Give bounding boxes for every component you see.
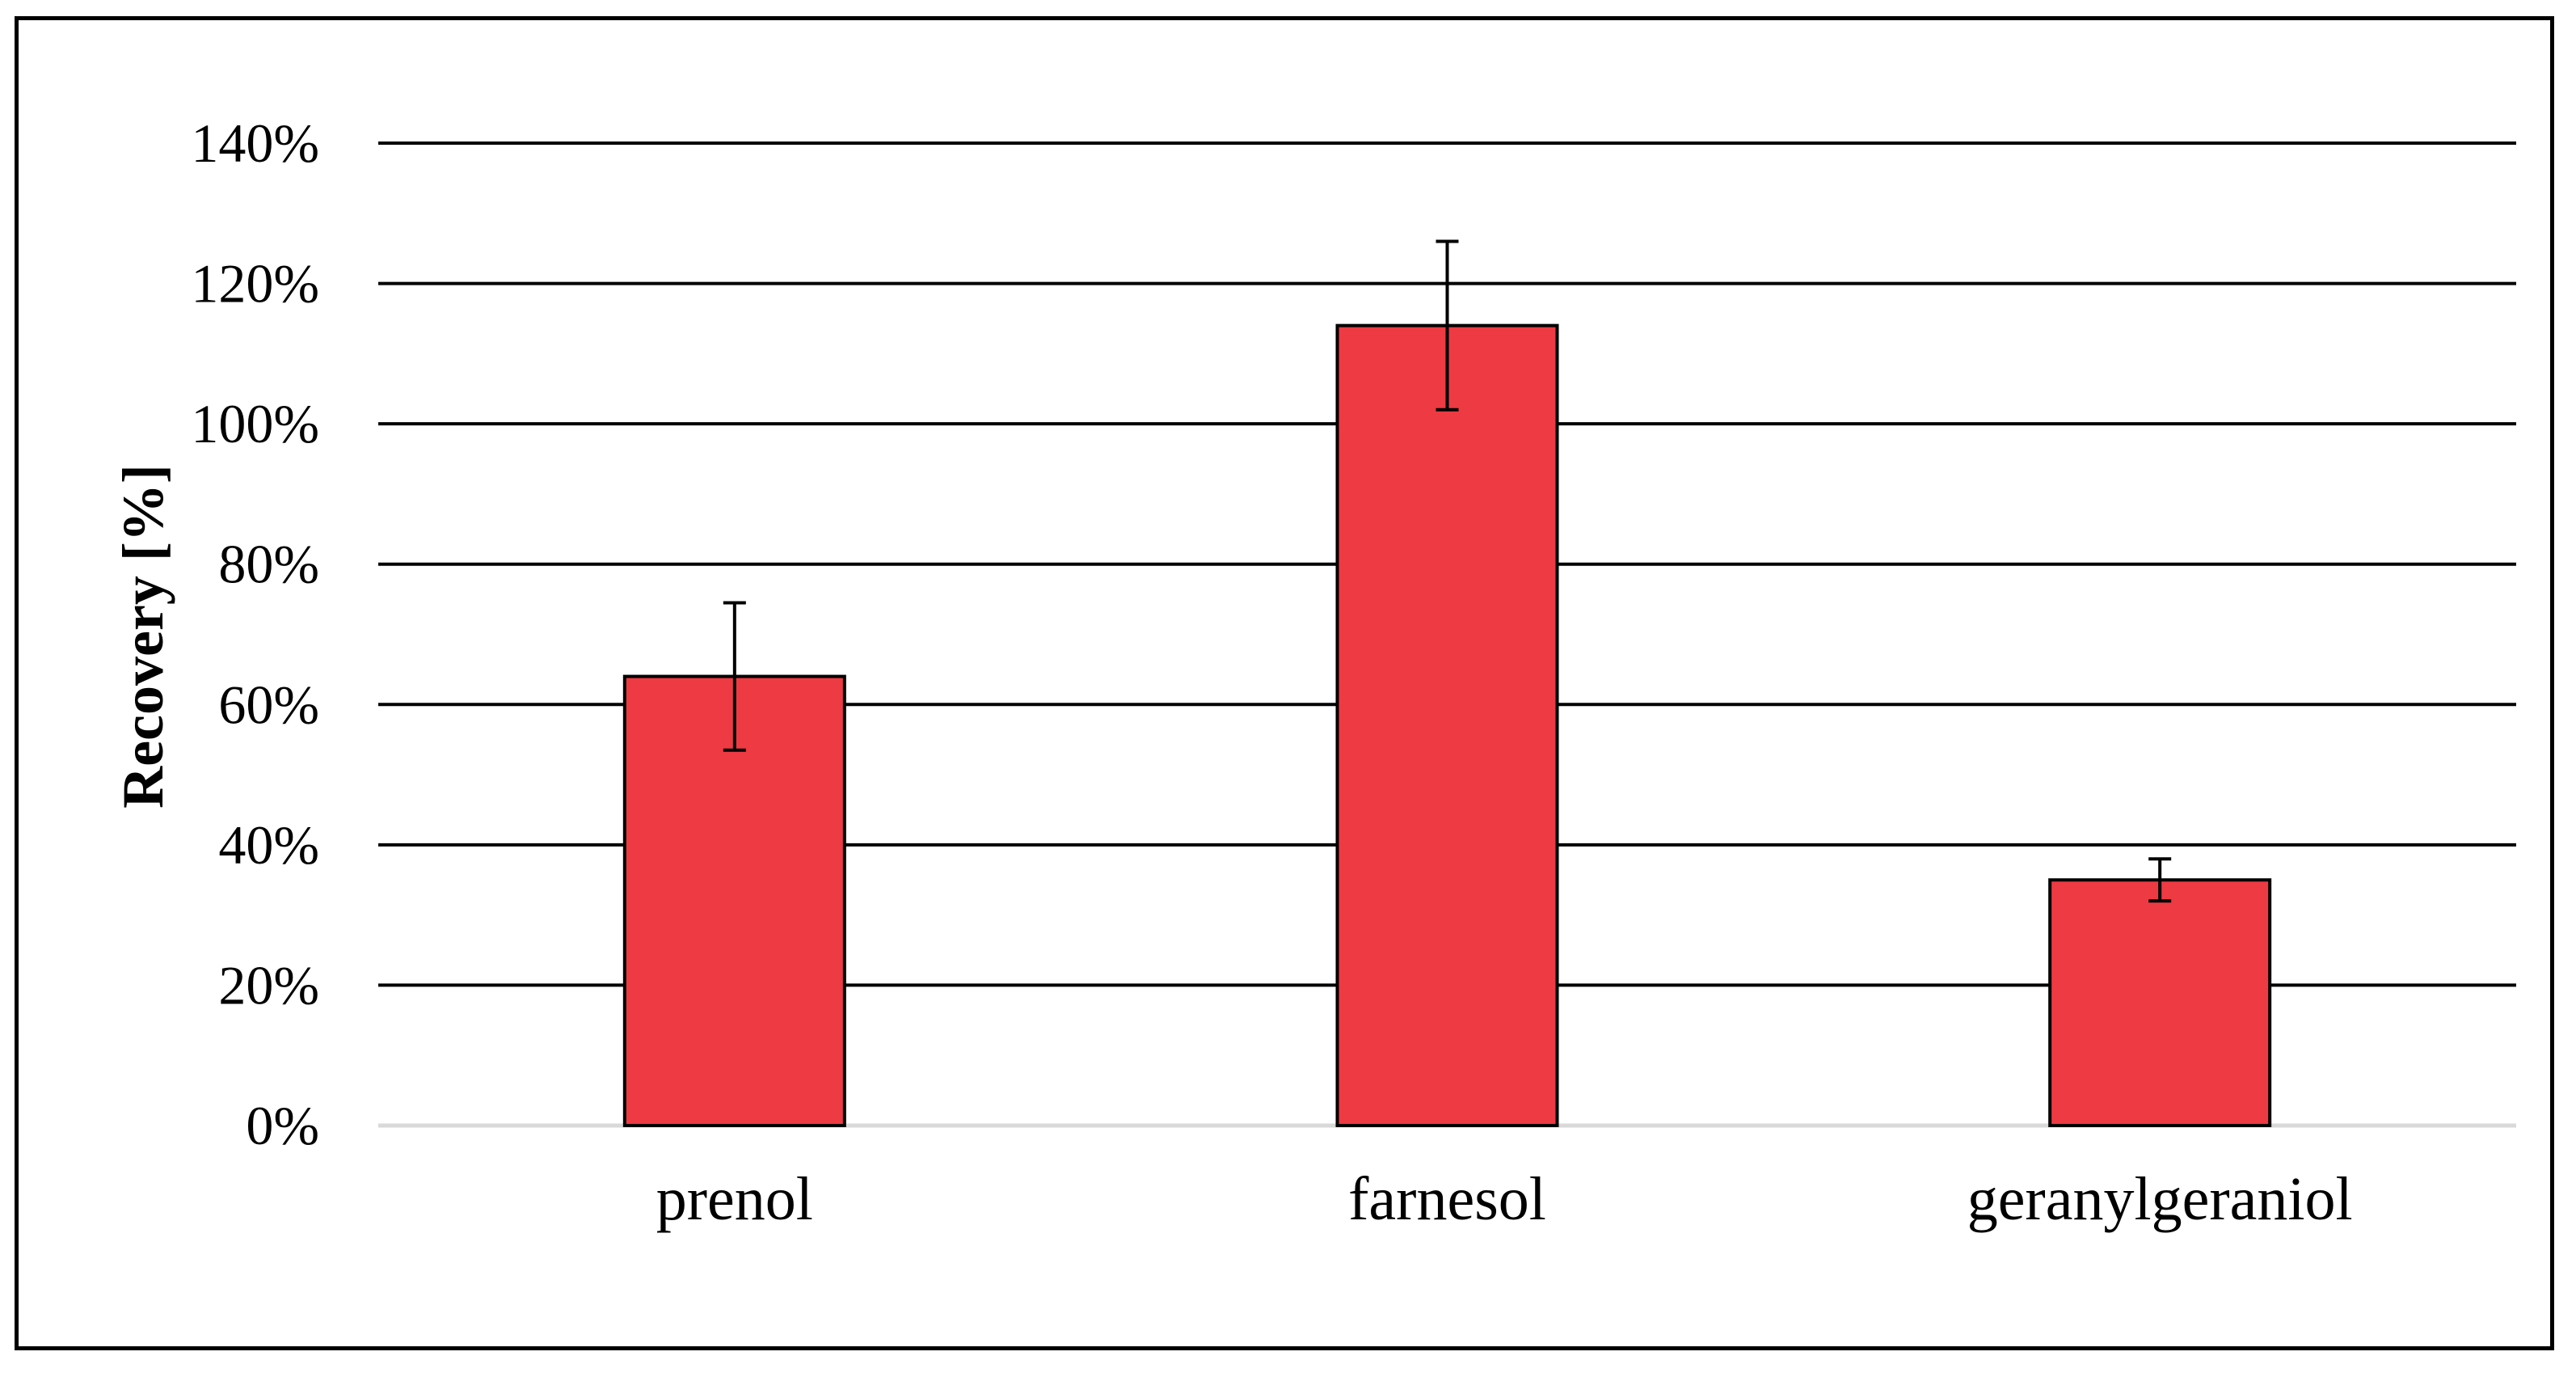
y-tick-label: 40% [218, 814, 319, 876]
y-axis-ticks: 0% 20% 40% 60% 80% 100% 120% 140% [191, 112, 319, 1156]
x-category-label: prenol [656, 1165, 813, 1233]
error-bars [723, 239, 2172, 903]
chart-frame: 0% 20% 40% 60% 80% 100% 120% 140% prenol farneso… [15, 16, 2554, 1350]
y-tick-label: 140% [191, 112, 319, 174]
y-tick-label: 60% [218, 674, 319, 735]
bars [622, 323, 2272, 1127]
x-category-label: geranylgeraniol [1967, 1165, 2353, 1233]
y-tick-label: 120% [191, 253, 319, 315]
y-tick-label: 80% [218, 534, 319, 595]
bar-farnesol [1335, 323, 1559, 1127]
bar-geranylgeraniol [2048, 878, 2272, 1127]
x-axis-labels: prenol farnesol geranylgeraniol [656, 1165, 2353, 1233]
y-tick-label: 100% [191, 393, 319, 454]
y-tick-label: 0% [246, 1095, 319, 1156]
y-axis-title: Recovery [%] [111, 464, 175, 809]
x-category-label: farnesol [1348, 1165, 1546, 1233]
bar-chart: 0% 20% 40% 60% 80% 100% 120% 140% prenol farneso… [111, 112, 2516, 1233]
y-tick-label: 20% [218, 954, 319, 1016]
